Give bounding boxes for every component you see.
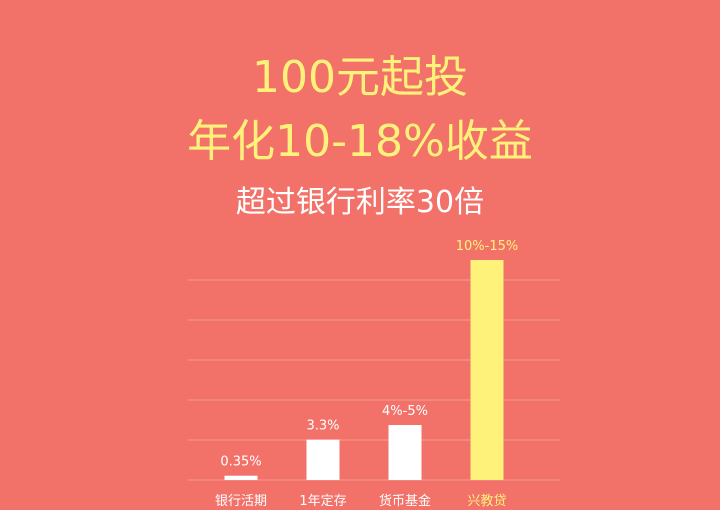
data-label-3: 4%-5% — [382, 404, 428, 419]
data-label-1: 0.35% — [220, 455, 261, 470]
bar-3 — [388, 425, 422, 480]
category-label-3: 货币基金 — [379, 493, 431, 509]
headline-line-2: 年化10-18%收益 — [187, 116, 533, 167]
bar-4 — [470, 260, 504, 480]
headline-line-1: 100元起投 — [252, 52, 468, 103]
bar-1 — [224, 475, 258, 480]
data-label-4: 10%-15% — [456, 239, 518, 254]
category-label-4: 兴教贷 — [467, 493, 506, 509]
bar-2 — [306, 439, 340, 480]
category-label-2: 1年定存 — [299, 494, 346, 509]
data-label-2: 3.3% — [306, 419, 339, 434]
subtitle: 超过银行利率30倍 — [235, 185, 485, 220]
category-label-1: 银行活期 — [215, 494, 267, 509]
